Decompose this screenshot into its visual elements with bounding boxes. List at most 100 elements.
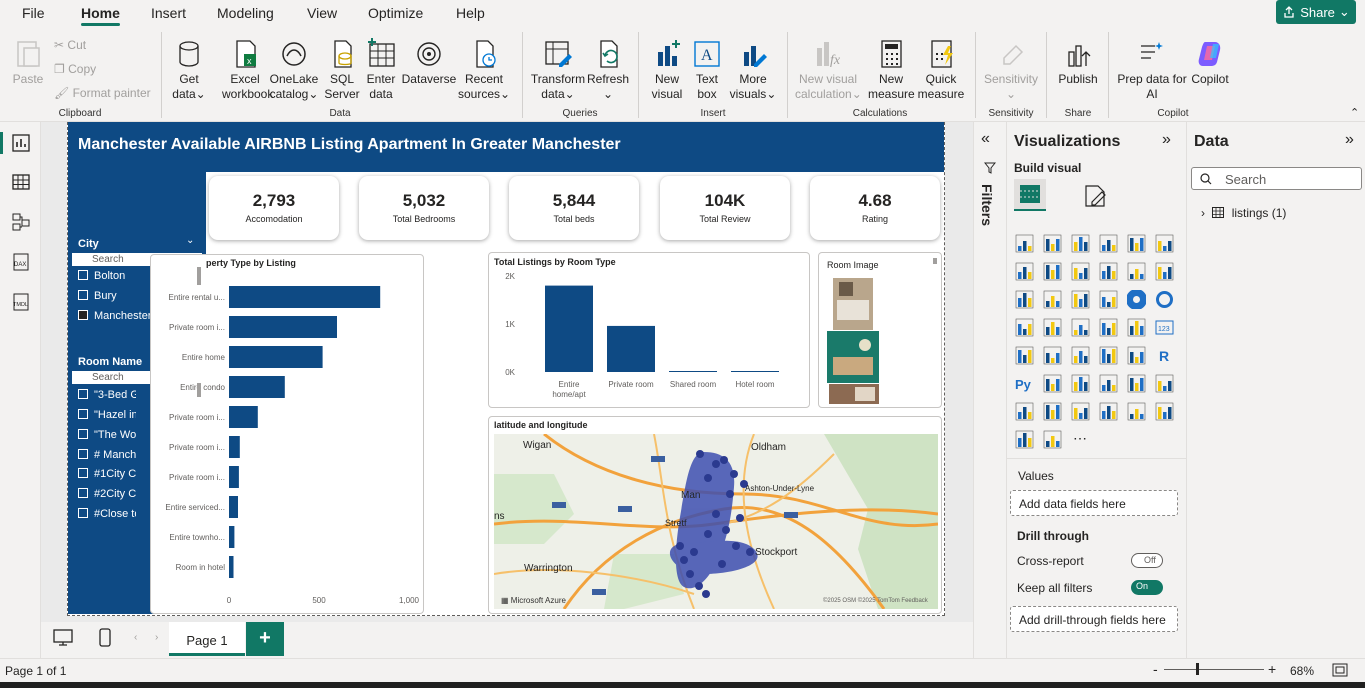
scrollbar[interactable] (197, 267, 201, 285)
format-visual-icon[interactable] (1082, 182, 1108, 208)
key-influencers-icon[interactable] (1043, 374, 1062, 393)
collapse-right-icon[interactable]: » (1162, 131, 1171, 149)
room-type-bar[interactable] (545, 286, 593, 372)
line-column-icon[interactable] (1127, 262, 1146, 281)
quick-measure-button[interactable]: Quick measure (916, 38, 966, 102)
room-item[interactable]: #Close to M (78, 508, 136, 520)
city-item-bolton[interactable]: Bolton (78, 270, 136, 282)
property-bar[interactable] (229, 466, 239, 488)
table-icon[interactable] (1099, 346, 1118, 365)
scatter-icon[interactable] (1099, 290, 1118, 309)
paginated-report-icon[interactable] (1015, 402, 1034, 421)
desktop-layout-icon[interactable] (53, 629, 73, 647)
checkbox-checked[interactable] (78, 310, 88, 320)
ribbon-chart-icon[interactable] (1015, 290, 1034, 309)
table-listings[interactable]: › listings (1) (1201, 206, 1286, 220)
power-apps-icon[interactable] (1015, 430, 1034, 449)
publish-button[interactable]: Publish (1055, 38, 1101, 87)
pie-chart-icon[interactable] (1127, 290, 1146, 309)
expand-left-icon[interactable]: « (981, 130, 990, 148)
property-bar[interactable] (229, 286, 380, 308)
enter-data-button[interactable]: Enter data (363, 38, 399, 102)
scrollbar[interactable] (197, 383, 201, 397)
slicer-icon[interactable] (1071, 346, 1090, 365)
room-item[interactable]: "Hazel in Ce (78, 409, 136, 421)
clustered-column-icon[interactable] (1099, 234, 1118, 253)
menu-help[interactable]: Help (456, 5, 485, 21)
room-type-bar[interactable] (669, 371, 717, 372)
clustered-bar-icon[interactable] (1071, 234, 1090, 253)
menu-modeling[interactable]: Modeling (217, 5, 274, 21)
azure-map-icon[interactable] (1099, 318, 1118, 337)
sql-server-button[interactable]: SQL Server (322, 38, 362, 102)
prep-data-for-ai-button[interactable]: Prep data for AI (1114, 38, 1190, 102)
property-bar[interactable] (229, 316, 337, 338)
cut-button[interactable]: ✂ Cut (54, 38, 86, 52)
map-visual[interactable]: latitude and longitude Wigan Oldham Asht… (488, 416, 942, 614)
fit-to-page-icon[interactable] (1332, 663, 1348, 677)
room-item[interactable]: "The Works (78, 429, 136, 441)
line-chart-icon[interactable] (1015, 262, 1034, 281)
100-area-icon[interactable] (1099, 262, 1118, 281)
stacked-area-icon[interactable] (1071, 262, 1090, 281)
chevron-down-icon[interactable]: ⌄ (186, 235, 194, 246)
line-clustered-icon[interactable] (1155, 262, 1174, 281)
donut-chart-icon[interactable] (1155, 290, 1174, 309)
model-view-icon[interactable] (11, 212, 31, 232)
collapse-right-icon[interactable]: » (1345, 131, 1354, 149)
mobile-layout-icon[interactable] (99, 628, 111, 648)
copy-button[interactable]: ❐ Copy (54, 62, 96, 76)
matrix-icon[interactable] (1127, 346, 1146, 365)
new-measure-button[interactable]: New measure (868, 38, 914, 102)
smart-visual-4-icon[interactable] (1155, 402, 1174, 421)
narrative-icon[interactable] (1127, 374, 1146, 393)
funnel-icon[interactable] (1071, 290, 1090, 309)
sensitivity-button[interactable]: Sensitivity ⌄ (982, 38, 1040, 102)
python-visual-icon[interactable]: Py (1015, 374, 1034, 393)
room-item[interactable]: #1City Cent (78, 468, 136, 480)
stacked-bar-icon[interactable] (1015, 234, 1034, 253)
waterfall-icon[interactable] (1043, 290, 1062, 309)
room-type-bar[interactable] (731, 371, 779, 372)
room-type-bar[interactable] (607, 326, 655, 372)
menu-insert[interactable]: Insert (151, 5, 186, 21)
report-view-icon[interactable] (11, 133, 31, 153)
zoom-slider-thumb[interactable] (1196, 663, 1199, 675)
get-data-button[interactable]: Get data⌄ (170, 38, 208, 102)
prev-page-icon[interactable]: ‹ (134, 632, 137, 643)
recent-sources-button[interactable]: Recent sources⌄ (458, 38, 510, 102)
qna-icon[interactable] (1099, 374, 1118, 393)
room-item[interactable]: # Manchest (78, 449, 136, 461)
room-item[interactable]: #2City Cent (78, 488, 136, 500)
paste-button[interactable]: Paste (10, 38, 46, 87)
refresh-button[interactable]: Refresh ⌄ (586, 38, 630, 102)
100-column-icon[interactable] (1155, 234, 1174, 253)
menu-home[interactable]: Home (81, 5, 120, 21)
kpi-card-accommodation[interactable]: 2,793 Accomodation (209, 176, 339, 240)
share-button[interactable]: Share ⌄ (1276, 0, 1356, 24)
zoom-out-button[interactable]: - (1153, 661, 1158, 677)
build-visual-tab[interactable] (1014, 179, 1046, 211)
tmdl-view-icon[interactable]: TMDL (11, 292, 31, 312)
map-icon[interactable] (1043, 318, 1062, 337)
power-automate-icon[interactable] (1043, 430, 1062, 449)
room-image-visual[interactable]: Room Image (818, 252, 942, 408)
card-icon[interactable]: 123 (1155, 318, 1174, 337)
more-visuals-icon[interactable]: ⋯ (1071, 430, 1090, 449)
table-view-icon[interactable] (11, 172, 31, 192)
menu-view[interactable]: View (307, 5, 337, 21)
menu-optimize[interactable]: Optimize (368, 5, 423, 21)
scrollbar[interactable] (933, 258, 937, 264)
filters-pane-collapsed[interactable]: « Filters (973, 122, 1006, 658)
next-page-icon[interactable]: › (155, 632, 158, 643)
data-search-input[interactable]: Search (1191, 167, 1362, 190)
smart-visual-3-icon[interactable] (1127, 402, 1146, 421)
zoom-slider-track[interactable] (1164, 669, 1264, 670)
property-bar[interactable] (229, 346, 323, 368)
kpi-card-beds[interactable]: 5,844 Total beds (509, 176, 639, 240)
property-bar[interactable] (229, 526, 234, 548)
chevron-right-icon[interactable]: › (1201, 206, 1205, 220)
smart-visual-icon[interactable] (1071, 402, 1090, 421)
room-item[interactable]: "3-Bed Gem (78, 389, 136, 401)
property-bar[interactable] (229, 496, 238, 518)
